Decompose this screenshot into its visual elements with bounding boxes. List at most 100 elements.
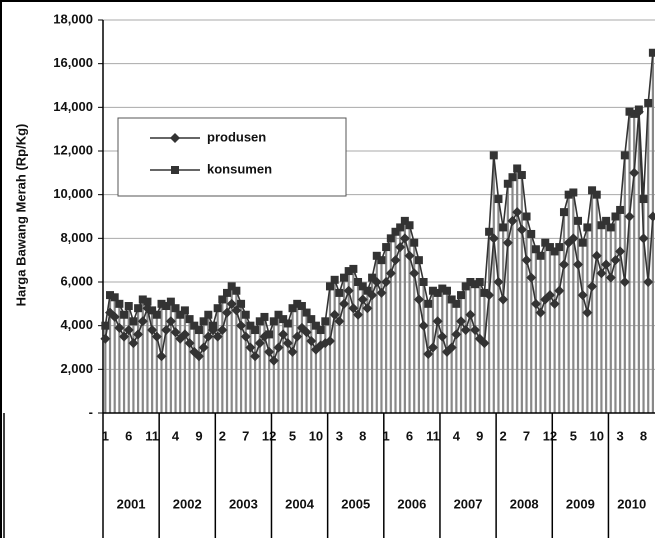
marker [226, 298, 237, 309]
marker [479, 338, 490, 349]
x-tick-label: 7 [242, 428, 249, 443]
marker [340, 273, 349, 282]
marker [217, 325, 228, 336]
marker [456, 316, 467, 327]
marker [376, 287, 387, 298]
marker [424, 299, 433, 308]
marker [494, 195, 503, 204]
marker [624, 211, 635, 222]
marker [485, 227, 494, 236]
marker [615, 246, 626, 257]
marker [162, 302, 171, 311]
marker [212, 331, 223, 342]
marker [517, 171, 526, 180]
y-tick-label: 12,000 [53, 142, 93, 157]
marker [119, 331, 130, 342]
marker [596, 268, 607, 279]
marker [521, 255, 532, 266]
marker [512, 207, 523, 218]
y-tick-label: 18,000 [53, 11, 93, 26]
marker [616, 205, 625, 214]
marker [372, 251, 381, 260]
marker [268, 355, 279, 366]
marker [385, 268, 396, 279]
marker [124, 302, 133, 311]
marker [353, 309, 364, 320]
marker [137, 316, 148, 327]
marker [334, 316, 345, 327]
x-tick-label: 12 [543, 428, 557, 443]
marker [343, 285, 354, 296]
x-tick-label: 5 [289, 428, 296, 443]
marker [568, 233, 579, 244]
marker [573, 259, 584, 270]
marker [601, 259, 612, 270]
marker [123, 325, 134, 336]
y-tick-label: 14,000 [53, 99, 93, 114]
marker [199, 317, 208, 326]
marker [236, 320, 247, 331]
marker [396, 223, 405, 232]
marker [559, 208, 568, 217]
marker [503, 179, 512, 188]
legend-label: produsen [207, 129, 266, 144]
marker [213, 304, 222, 313]
marker [480, 288, 489, 297]
marker [106, 291, 115, 300]
marker [574, 216, 583, 225]
legend: produsen konsumen [117, 117, 347, 197]
marker [251, 326, 260, 335]
marker [465, 309, 476, 320]
marker [170, 133, 180, 143]
marker [246, 321, 255, 330]
marker [400, 216, 409, 225]
marker [273, 342, 284, 353]
marker [606, 223, 615, 232]
marker [176, 310, 185, 319]
marker [427, 342, 438, 353]
marker [358, 282, 367, 291]
marker [610, 255, 621, 266]
y-axis-label: Harga Bawang Merah (Rp/Kg) [13, 124, 28, 307]
marker [507, 215, 518, 226]
x-group-label: 2005 [341, 496, 370, 511]
x-tick-label: 4 [172, 428, 180, 443]
marker [461, 282, 470, 291]
marker [452, 299, 461, 308]
x-group-label: 2006 [397, 496, 426, 511]
marker [535, 307, 546, 318]
x-tick-label: 8 [640, 428, 647, 443]
marker [138, 295, 147, 304]
marker [493, 277, 504, 287]
marker [255, 317, 264, 326]
legend-label: konsumen [207, 161, 272, 176]
marker [297, 302, 306, 311]
marker [447, 295, 456, 304]
marker [282, 338, 293, 349]
marker [321, 317, 330, 326]
marker [582, 307, 593, 318]
marker [218, 295, 227, 304]
marker [629, 167, 640, 178]
marker [302, 308, 311, 317]
marker [643, 277, 654, 287]
marker [171, 166, 179, 174]
marker [409, 268, 420, 279]
marker [357, 294, 368, 305]
marker [166, 297, 175, 306]
marker [245, 342, 256, 353]
marker [260, 312, 269, 321]
marker [157, 299, 166, 308]
marker [404, 250, 415, 261]
marker [265, 330, 274, 339]
marker [605, 272, 616, 283]
marker [437, 331, 448, 342]
marker [611, 212, 620, 221]
marker [171, 304, 180, 313]
marker [301, 327, 312, 338]
marker [316, 326, 325, 335]
marker [414, 256, 423, 265]
x-tick-label: 10 [309, 428, 323, 443]
